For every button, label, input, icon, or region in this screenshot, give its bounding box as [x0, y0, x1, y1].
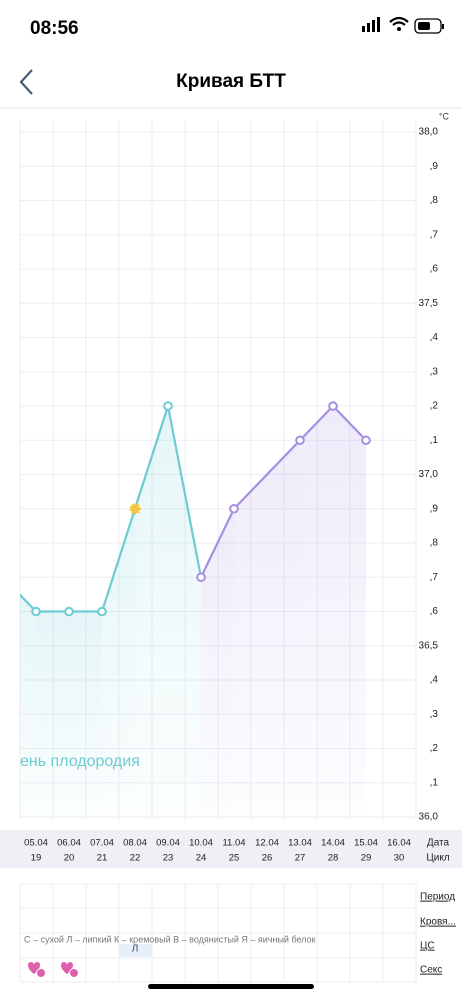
y-tick-label: ,8 — [430, 538, 439, 549]
y-tick-label: 37,0 — [419, 469, 439, 480]
date-label: 16.04 — [387, 838, 411, 849]
y-tick-label: 38,0 — [419, 127, 439, 138]
point — [31, 606, 41, 617]
date-label: 08.04 — [123, 838, 147, 849]
mucus-legend: С – сухой Л – липкий К – кремовый В – во… — [24, 934, 316, 944]
home-indicator — [148, 984, 314, 989]
bottom-grid — [20, 883, 417, 983]
cycle-day: 21 — [97, 853, 108, 864]
area — [135, 406, 168, 817]
y-tick-label: ,4 — [430, 332, 439, 343]
fertile-point — [129, 503, 141, 515]
area — [36, 611, 69, 817]
y-tick-label: 36,0 — [419, 812, 439, 823]
area — [69, 611, 102, 817]
date-row-label: Дата — [427, 838, 450, 849]
status-time: 08:56 — [30, 18, 79, 39]
page-title: Кривая БТТ — [176, 71, 286, 92]
area — [300, 406, 333, 817]
y-tick-label: ,2 — [430, 743, 439, 754]
cycle-day: 30 — [394, 853, 405, 864]
line-segment — [133, 405, 170, 510]
line-segment — [200, 508, 235, 578]
plot — [0, 401, 371, 817]
date-label: 11.04 — [222, 838, 245, 849]
area — [333, 406, 366, 817]
y-tick-label: ,6 — [430, 606, 439, 617]
y-tick-label: 37,5 — [419, 298, 439, 309]
back-button[interactable] — [19, 69, 33, 95]
line-segment — [166, 405, 203, 578]
date-label: 13.04 — [288, 838, 312, 849]
y-tick-label: ,1 — [430, 777, 439, 788]
y-tick-label: 36,5 — [419, 640, 439, 651]
status-icons — [362, 16, 444, 34]
line-segment — [233, 439, 301, 510]
line-segment — [100, 508, 137, 612]
sex-icons — [27, 962, 79, 978]
point — [328, 401, 338, 411]
y-tick-label: ,3 — [430, 709, 439, 720]
date-label: 12.04 — [255, 838, 279, 849]
area — [20, 594, 36, 817]
cycle-day: 28 — [328, 853, 339, 864]
y-tick-label: ,9 — [430, 161, 439, 172]
row-period[interactable]: Период — [420, 892, 455, 903]
cycle-day: 26 — [262, 853, 273, 864]
date-label: 14.04 — [321, 838, 345, 849]
point — [64, 606, 74, 617]
date-label: 10.04 — [189, 838, 213, 849]
row-bleeding[interactable]: Кровя... — [420, 917, 456, 928]
y-tick-label: ,7 — [430, 572, 439, 583]
date-label: 05.04 — [24, 838, 48, 849]
line-segment — [299, 405, 334, 442]
point — [229, 503, 239, 514]
y-tick-label: ,4 — [430, 675, 439, 686]
cycle-day: 24 — [196, 853, 207, 864]
date-label: 06.04 — [57, 838, 81, 849]
line-segment — [332, 405, 367, 442]
cycle-day: 22 — [130, 853, 141, 864]
y-tick-label: ,3 — [430, 366, 439, 377]
row-mucus[interactable]: ЦС — [420, 941, 435, 952]
area — [168, 406, 201, 817]
line-segment — [20, 593, 37, 613]
point — [0, 573, 7, 581]
point — [295, 435, 305, 446]
cycle-row-label: Цикл — [426, 853, 449, 864]
row-sex[interactable]: Секс — [420, 965, 442, 976]
date-label: 07.04 — [90, 838, 114, 849]
date-band — [0, 830, 462, 868]
y-tick-label: ,7 — [430, 229, 439, 240]
point — [163, 401, 173, 411]
y-tick-label: ,1 — [430, 435, 439, 446]
area — [234, 440, 300, 817]
y-tick-label: ,8 — [430, 195, 439, 206]
area — [201, 508, 234, 817]
point — [361, 435, 371, 446]
y-tick-label: ,9 — [430, 503, 439, 514]
cycle-day: 20 — [64, 853, 75, 864]
cycle-day: 23 — [163, 853, 174, 864]
date-label: 09.04 — [156, 838, 180, 849]
cycle-day: 19 — [31, 853, 42, 864]
cycle-day: 29 — [361, 853, 372, 864]
unit-label: °С — [439, 111, 450, 121]
cycle-day: 27 — [295, 853, 306, 864]
cycle-day: 25 — [229, 853, 240, 864]
annotation: ень плодородия — [20, 753, 140, 770]
y-tick-label: ,6 — [430, 264, 439, 275]
y-tick-label: ,2 — [430, 401, 439, 412]
point — [196, 572, 206, 583]
mucus-cell — [119, 944, 152, 957]
date-label: 15.04 — [354, 838, 378, 849]
point — [97, 606, 107, 617]
mucus-mark: Л — [132, 944, 139, 955]
